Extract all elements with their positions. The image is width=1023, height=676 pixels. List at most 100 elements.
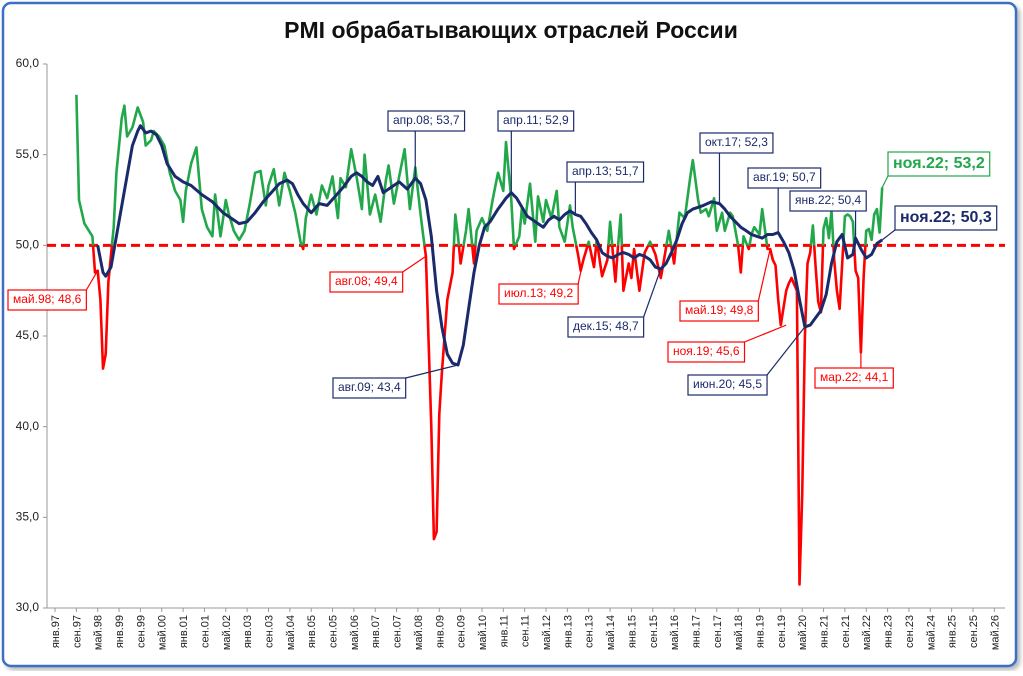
x-tick-label: янв.05 bbox=[306, 615, 318, 648]
chart-title: PMI обрабатывающих отраслей России bbox=[284, 17, 738, 43]
annotation: ноя.22; 50,3 bbox=[881, 205, 998, 241]
annotation-box bbox=[687, 374, 768, 396]
annotation: май.98; 48,6 bbox=[7, 270, 99, 311]
x-tick-label: май.18 bbox=[733, 615, 745, 650]
x-tick-label: май.08 bbox=[413, 615, 425, 650]
annotation: апр.13; 51,7 bbox=[566, 161, 645, 215]
x-tick-label: май.24 bbox=[925, 615, 937, 650]
annotation: авг.09; 43,4 bbox=[332, 364, 459, 399]
x-tick-label: сен.07 bbox=[392, 615, 404, 648]
x-tick-label: сен.09 bbox=[456, 615, 468, 648]
annotation-box bbox=[387, 110, 466, 132]
x-tick-label: май.16 bbox=[669, 615, 681, 650]
series-line bbox=[96, 124, 884, 367]
x-tick-label: май.12 bbox=[541, 615, 553, 650]
annotation-label: апр.11; 52,9 bbox=[503, 113, 569, 127]
y-tick-label: 60,0 bbox=[16, 56, 40, 70]
annotation-connector bbox=[402, 255, 427, 273]
x-tick-label: май.00 bbox=[157, 615, 169, 650]
annotation: май.19; 49,8 bbox=[679, 248, 771, 322]
annotation-box bbox=[747, 167, 822, 189]
annotation-label: ноя.19; 45,6 bbox=[673, 344, 740, 358]
annotation-label: авг.09; 43,4 bbox=[338, 380, 401, 394]
annotation-connector bbox=[577, 259, 584, 285]
x-tick-label: май.14 bbox=[605, 615, 617, 650]
x-tick-label: янв.15 bbox=[626, 615, 638, 648]
annotation-label: апр.13; 51,7 bbox=[572, 164, 639, 178]
y-tick-label: 55,0 bbox=[16, 147, 40, 161]
x-tick-label: май.06 bbox=[349, 615, 361, 650]
x-tick-label: янв.99 bbox=[114, 615, 126, 648]
annotation-box bbox=[814, 367, 894, 389]
x-tick-label: сен.05 bbox=[328, 615, 340, 648]
annotation: ноя.22; 53,2 bbox=[881, 151, 991, 188]
x-tick-label: янв.11 bbox=[498, 615, 510, 647]
annotation-box bbox=[329, 271, 404, 293]
y-tick-label: 40,0 bbox=[16, 419, 40, 433]
annotation-label: авг.19; 50,7 bbox=[753, 170, 816, 184]
annotation-label: мар.22; 44,1 bbox=[820, 370, 889, 384]
x-tick-label: сен.03 bbox=[263, 615, 275, 648]
annotation-box bbox=[498, 283, 579, 305]
plot-area: 30,0 35,0 40,0 45,0 50,0 55,0 60,0 янв.97 сен.97… bbox=[7, 56, 1005, 650]
x-tick-label: сен.23 bbox=[904, 615, 916, 648]
annotation: авг.19; 50,7 bbox=[747, 167, 822, 233]
annotation-box bbox=[497, 110, 575, 132]
x-tick-label: сен.99 bbox=[135, 615, 147, 648]
annotation-label: июн.20; 45,5 bbox=[693, 377, 762, 391]
annotation-label: май.98; 48,6 bbox=[13, 292, 82, 306]
annotation-box bbox=[566, 161, 645, 183]
annotation: янв.22; 50,4 bbox=[789, 190, 867, 239]
annotation-box bbox=[679, 300, 759, 322]
annotation-connector bbox=[405, 364, 459, 379]
x-tick-label: сен.19 bbox=[776, 615, 788, 648]
y-tick-label: 35,0 bbox=[16, 510, 40, 524]
x-tick-label: сен.13 bbox=[584, 615, 596, 648]
annotation-connector bbox=[881, 175, 889, 188]
x-tick-label: янв.25 bbox=[947, 615, 959, 648]
x-tick-label: янв.01 bbox=[178, 615, 190, 648]
annotation: апр.11; 52,9 bbox=[497, 110, 575, 193]
x-tick-label: янв.97 bbox=[50, 615, 62, 648]
x-tick-label: май.22 bbox=[861, 615, 873, 650]
x-tick-label: янв.13 bbox=[562, 615, 574, 648]
annotation-box bbox=[667, 341, 746, 363]
annotation: апр.08; 53,7 bbox=[387, 110, 466, 179]
annotation-label: апр.08; 53,7 bbox=[393, 113, 460, 127]
x-tick-label: сен.21 bbox=[840, 615, 852, 648]
x-tick-label: янв.19 bbox=[754, 615, 766, 648]
x-tick-label: май.20 bbox=[797, 615, 809, 650]
annotation: июл.13; 49,2 bbox=[498, 259, 584, 305]
y-tick-label: 45,0 bbox=[16, 328, 40, 342]
annotation: июн.20; 45,5 bbox=[687, 326, 806, 396]
x-tick-label: янв.17 bbox=[690, 615, 702, 648]
annotation-label: окт.17; 52,3 bbox=[705, 135, 768, 149]
x-tick-label: сен.11 bbox=[520, 615, 532, 647]
annotation: ноя.19; 45,6 bbox=[667, 324, 787, 363]
annotation-label: май.19; 49,8 bbox=[685, 303, 754, 317]
annotation-box bbox=[567, 316, 645, 338]
x-tick-label: май.02 bbox=[221, 615, 233, 650]
x-tick-label: сен.97 bbox=[71, 615, 83, 648]
series-line bbox=[75, 94, 884, 586]
annotation: окт.17; 52,3 bbox=[699, 132, 774, 204]
x-tick-label: сен.01 bbox=[199, 615, 211, 648]
annotation-connector bbox=[881, 229, 896, 241]
x-tick-label: сен.25 bbox=[968, 615, 980, 648]
y-tick-label: 30,0 bbox=[16, 600, 40, 614]
annotation-box bbox=[887, 151, 991, 177]
x-tick-label: май.98 bbox=[93, 615, 105, 650]
annotation-box bbox=[789, 190, 867, 212]
annotation-label: ноя.22; 50,3 bbox=[900, 209, 992, 226]
x-tick-label: сен.15 bbox=[648, 615, 660, 648]
annotation-box bbox=[7, 289, 87, 311]
annotation-label: ноя.22; 53,2 bbox=[893, 155, 985, 172]
annotation-connector bbox=[643, 268, 662, 318]
annotation-label: дек.15; 48,7 bbox=[573, 319, 639, 333]
annotation: авг.08; 49,4 bbox=[329, 255, 427, 293]
annotation-box bbox=[332, 377, 407, 399]
x-tick-label: май.04 bbox=[285, 615, 297, 650]
annotation: мар.22; 44,1 bbox=[814, 352, 894, 389]
